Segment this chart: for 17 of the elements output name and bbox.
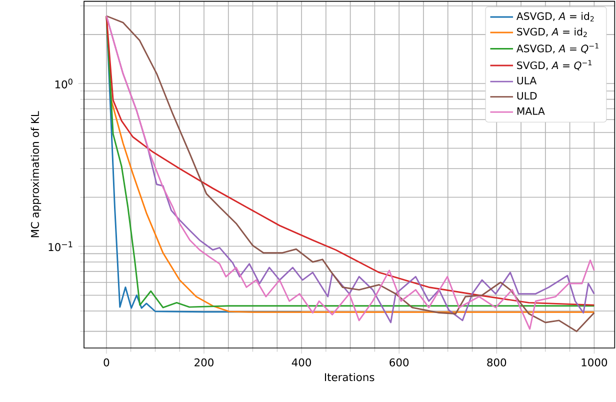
x-tick-label: 600 [390, 358, 409, 366]
x-tick-label: 1000 [582, 358, 608, 366]
legend-label: ASVGD, A = id$_{2}$ [516, 12, 594, 22]
x-axis-title: Iterations [324, 372, 374, 382]
y-axis-title: MC approximation of KL [30, 111, 42, 238]
legend-label: SVGD, A = Q$^{−1}$ [517, 60, 592, 70]
legend-label: ULA [517, 76, 537, 84]
legend-label: ULD [517, 92, 537, 100]
x-tick-label: 0 [104, 358, 110, 366]
legend-label: ASVGD, A = Q$^{−1}$ [516, 43, 598, 54]
y-tick-label: 10$^{0}$ [55, 78, 72, 88]
legend-label: MALA [517, 107, 545, 115]
y-tick-label: 10$^{−1}$ [48, 241, 72, 252]
x-tick-label: 400 [292, 358, 312, 366]
x-tick-label: 200 [194, 358, 214, 366]
x-tick-label: 800 [487, 358, 506, 366]
legend-label: SVGD, A = id$_{2}$ [517, 28, 587, 37]
